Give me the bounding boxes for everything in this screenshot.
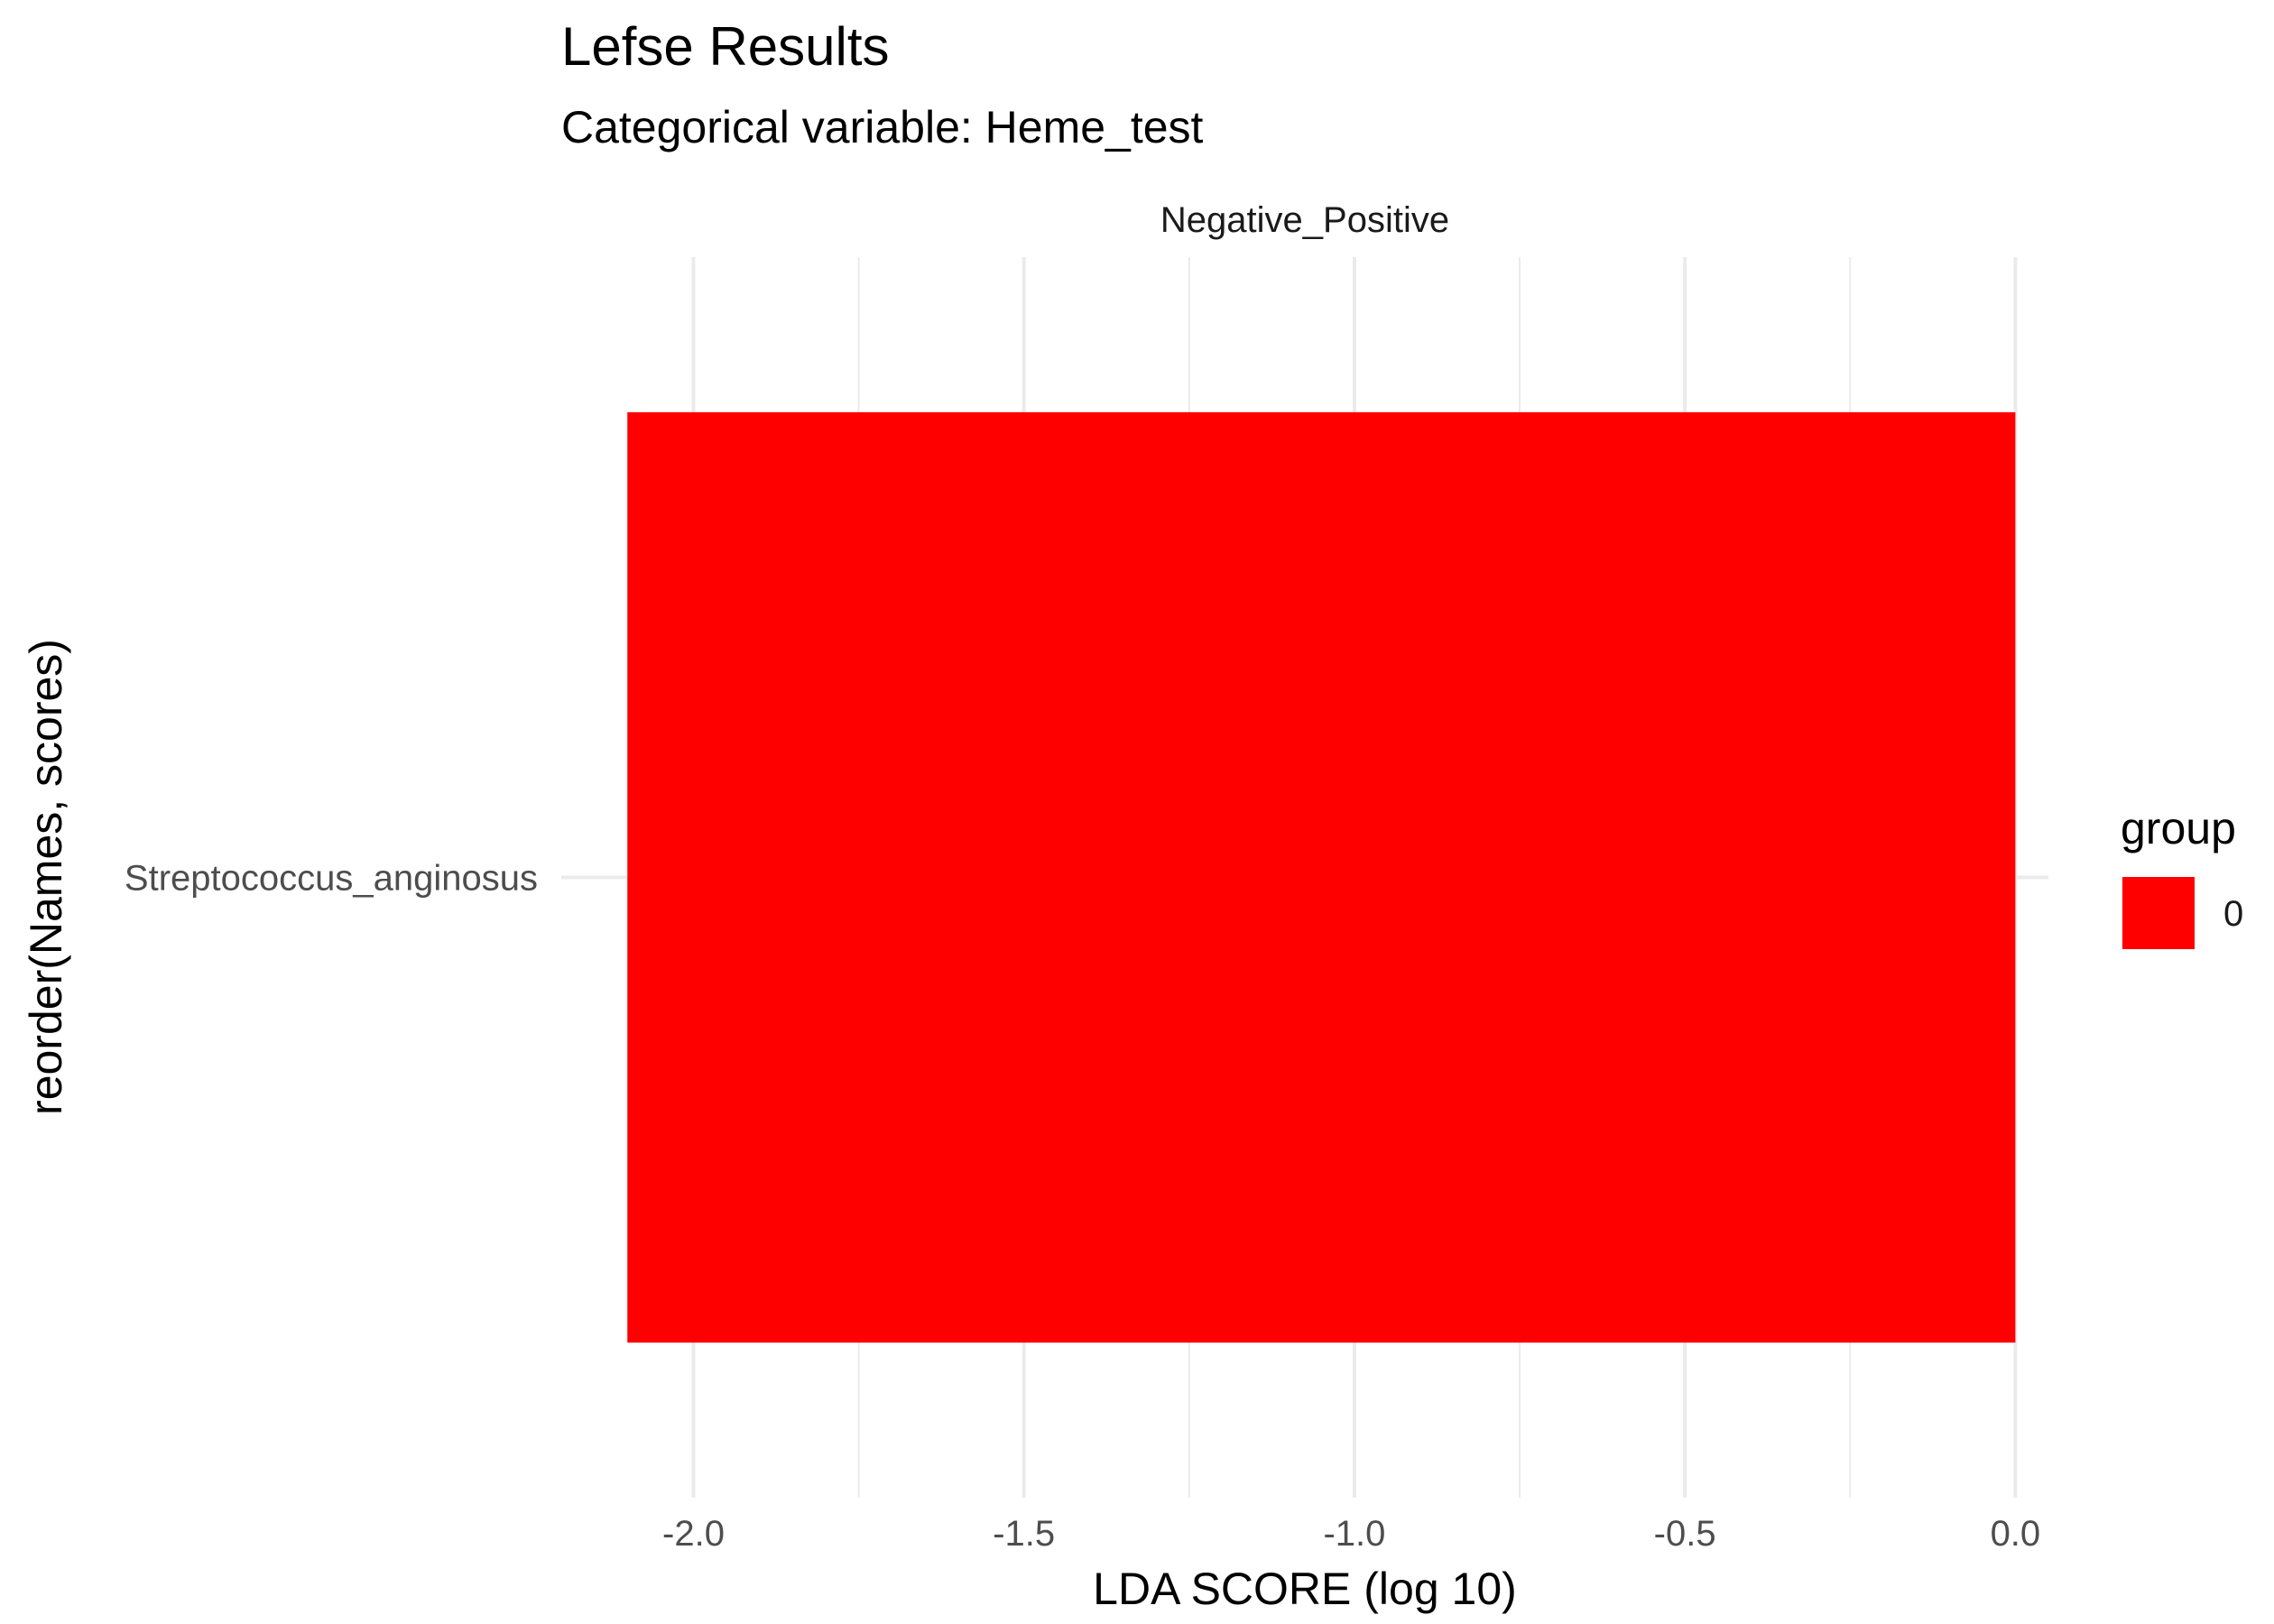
x-tick-label: -0.5 (1654, 1514, 1716, 1554)
legend-key-0 (2122, 877, 2195, 949)
bar (627, 411, 2016, 1343)
x-tick-label: -1.5 (993, 1514, 1055, 1554)
y-axis-title: reorder(Names, scores) (21, 639, 71, 1115)
bars (627, 411, 2016, 1343)
x-axis-ticks: -2.0 -1.5 -1.0 -0.5 0.0 (662, 1514, 2040, 1554)
facet-strip-label: Negative_Positive (1160, 200, 1449, 240)
x-axis-title: LDA SCORE (log 10) (1093, 1564, 1517, 1614)
y-axis-ticks: Streptococcus_anginosus (125, 859, 538, 899)
x-tick-label: 0.0 (1991, 1514, 2041, 1554)
x-tick-label: -1.0 (1323, 1514, 1385, 1554)
legend: group 0 (2121, 803, 2243, 949)
chart-subtitle: Categorical variable: Heme_test (561, 102, 1204, 152)
chart-title: Lefse Results (561, 16, 890, 77)
legend-title: group (2121, 803, 2236, 854)
x-tick-label: -2.0 (662, 1514, 725, 1554)
y-tick-label: Streptococcus_anginosus (125, 859, 538, 899)
legend-label-0: 0 (2223, 894, 2243, 934)
